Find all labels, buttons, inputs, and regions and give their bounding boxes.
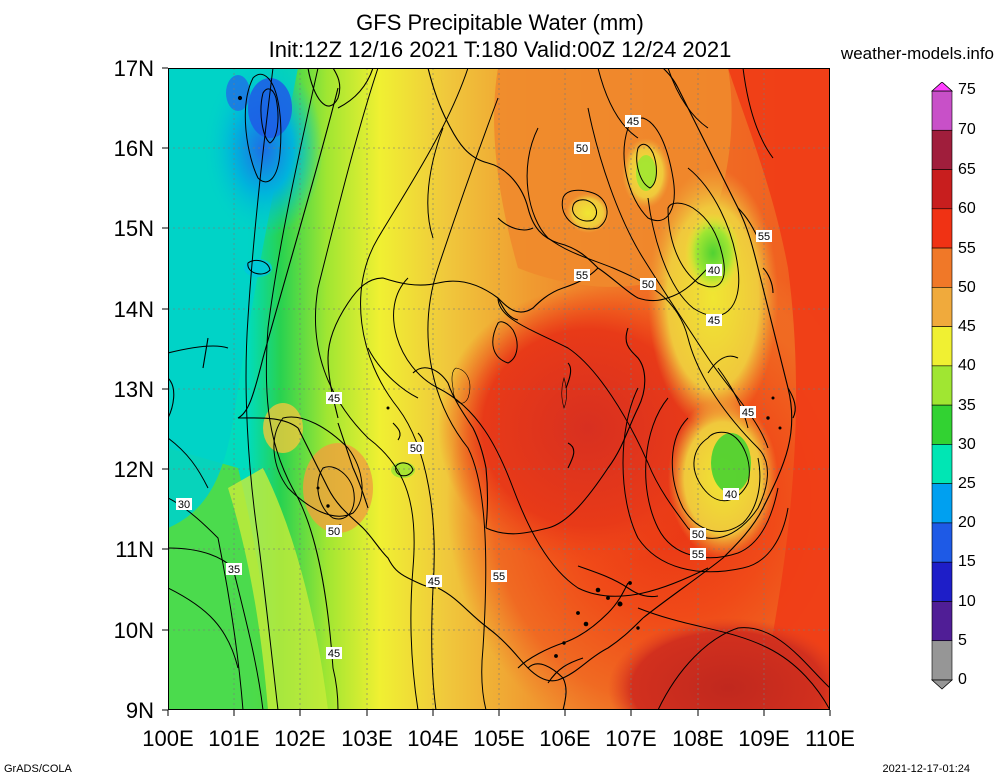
axis-ticks: [162, 67, 831, 716]
colorbar-swatch: [931, 326, 953, 367]
colorbar-swatch: [931, 287, 953, 327]
lon-label: 110E: [805, 726, 855, 751]
colorbar-label: 5: [958, 632, 967, 649]
chart-subtitle: Init:12Z 12/16 2021 T:180 Valid:00Z 12/2…: [268, 37, 732, 62]
colorbar-swatch: [931, 129, 953, 170]
colorbar-label: 0: [958, 671, 967, 688]
colorbar-swatch: [931, 640, 953, 681]
colorbar-label: 65: [958, 161, 976, 178]
colorbar-swatch: [931, 90, 953, 131]
lat-label: 12N: [113, 457, 154, 482]
colorbar-swatch: [931, 483, 953, 524]
colorbar-swatch: [931, 365, 953, 406]
contour-label: 50: [576, 143, 588, 155]
colorbar: [930, 82, 954, 690]
colorbar-label: 30: [958, 436, 976, 453]
lon-label: 104E: [407, 726, 459, 751]
contour-label: 55: [493, 571, 505, 583]
contour-label: 50: [642, 279, 654, 291]
footer-software: GrADS/COLA: [4, 763, 72, 775]
lat-label: 15N: [113, 216, 154, 241]
contour-label: 50: [692, 529, 704, 541]
precipitable-water-map: 45 50 55 50 40 55 45 45 45 50 40 50 55 3…: [168, 68, 830, 710]
colorbar-swatch: [931, 169, 953, 210]
colorbar-label: 75: [958, 81, 976, 98]
contour-label: 45: [328, 648, 340, 660]
lon-label: 109E: [738, 726, 790, 751]
contour-label: 45: [428, 576, 440, 588]
contour-label: 55: [692, 549, 704, 561]
lat-label: 9N: [125, 698, 154, 723]
colorbar-label: 15: [958, 553, 976, 570]
colorbar-label: 10: [958, 593, 976, 610]
lon-label: 106E: [539, 726, 591, 751]
lon-label: 101E: [208, 726, 260, 751]
colorbar-swatch: [931, 601, 953, 642]
contour-label: 55: [758, 231, 770, 243]
contour-label: 45: [742, 407, 754, 419]
contour-label: 40: [708, 265, 720, 277]
colorbar-swatch: [931, 522, 953, 563]
colorbar-label: 55: [958, 240, 976, 257]
lon-label: 100E: [142, 726, 194, 751]
colorbar-swatch: [931, 561, 953, 602]
lat-label: 11N: [115, 537, 154, 562]
colorbar-label: 60: [958, 200, 976, 217]
colorbar-label: 35: [958, 397, 976, 414]
colorbar-swatch: [931, 404, 953, 445]
contour-label: 40: [725, 489, 737, 501]
contour-label: 35: [228, 564, 240, 576]
contour-label: 30: [178, 499, 190, 511]
colorbar-swatch: [931, 444, 953, 484]
colorbar-label: 70: [958, 121, 976, 138]
colorbar-swatch: [931, 208, 953, 249]
lat-label: 14N: [113, 297, 154, 322]
chart-title: GFS Precipitable Water (mm): [356, 10, 644, 35]
footer-timestamp: 2021-12-17-01:24: [882, 763, 970, 775]
lat-label: 16N: [113, 136, 154, 161]
lat-label: 17N: [113, 56, 154, 81]
contour-label: 45: [328, 393, 340, 405]
colorbar-swatch: [931, 247, 953, 288]
contour-label: 50: [410, 443, 422, 455]
lat-label: 10N: [113, 618, 154, 643]
colorbar-label: 40: [958, 357, 976, 374]
colorbar-label: 25: [958, 475, 976, 492]
contour-label: 50: [328, 526, 340, 538]
lat-label: 13N: [113, 377, 154, 402]
colorbar-label: 45: [958, 318, 976, 335]
contour-label: 45: [708, 315, 720, 327]
lon-label: 108E: [672, 726, 724, 751]
lon-label: 103E: [341, 726, 393, 751]
lon-label: 105E: [473, 726, 525, 751]
site-credit: weather-models.info: [840, 44, 994, 63]
colorbar-label: 50: [958, 279, 976, 296]
contour-label: 45: [627, 116, 639, 128]
contour-label: 55: [576, 270, 588, 282]
contour-labels: 45 50 55 50 40 55 45 45 45 50 40 50 55 3…: [176, 115, 772, 660]
lon-label: 102E: [274, 726, 326, 751]
colorbar-label: 20: [958, 514, 976, 531]
lon-label: 107E: [605, 726, 657, 751]
